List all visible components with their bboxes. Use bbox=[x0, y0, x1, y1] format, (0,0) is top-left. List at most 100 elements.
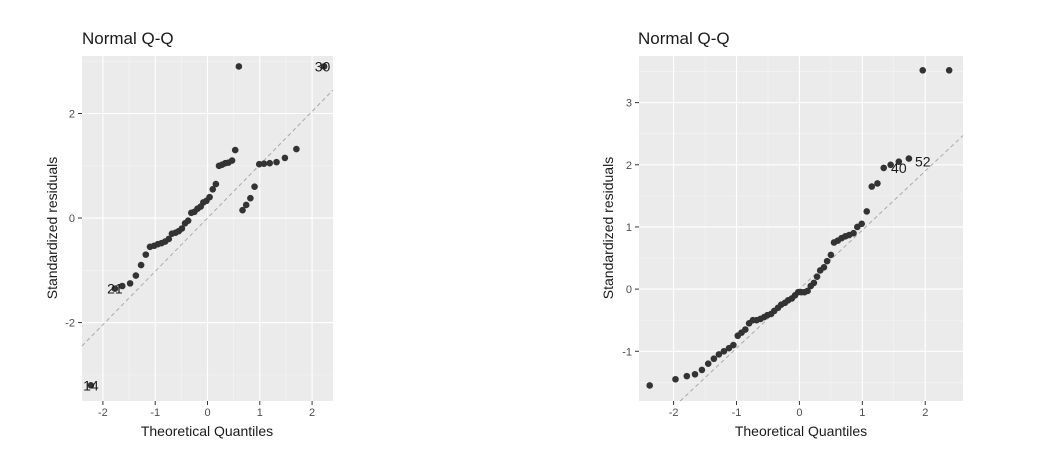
data-point bbox=[704, 360, 712, 368]
data-point bbox=[260, 160, 268, 167]
data-point bbox=[820, 264, 828, 271]
data-point bbox=[823, 257, 831, 265]
data-point bbox=[273, 158, 280, 166]
data-point bbox=[293, 145, 300, 153]
data-point bbox=[178, 225, 186, 232]
data-point bbox=[919, 66, 927, 74]
y-tick-label: 2 bbox=[69, 109, 75, 121]
x-tick-label: -1 bbox=[150, 407, 160, 419]
data-point bbox=[858, 220, 866, 228]
data-point bbox=[730, 341, 737, 349]
data-point bbox=[206, 193, 213, 201]
x-tick-label: -1 bbox=[732, 407, 742, 419]
data-point bbox=[646, 382, 653, 389]
point-label: 21 bbox=[107, 281, 123, 297]
point-label: 40 bbox=[891, 160, 907, 176]
data-point bbox=[895, 158, 903, 165]
x-tick-label: 2 bbox=[309, 407, 315, 419]
y-axis-ticks: -2 0 2 bbox=[65, 109, 82, 330]
data-point bbox=[228, 157, 236, 164]
data-point bbox=[887, 161, 894, 169]
data-point bbox=[132, 272, 140, 279]
data-point bbox=[868, 183, 876, 190]
data-point bbox=[184, 217, 192, 224]
data-point bbox=[810, 279, 818, 287]
data-point bbox=[715, 351, 723, 358]
data-point bbox=[118, 282, 126, 290]
data-point bbox=[850, 229, 857, 237]
point-labels: 40 52 bbox=[891, 154, 931, 176]
data-point bbox=[945, 66, 953, 74]
y-tick-label: 0 bbox=[626, 284, 632, 296]
point-label: 30 bbox=[315, 58, 331, 74]
x-tick-label: 2 bbox=[922, 407, 928, 419]
data-point bbox=[874, 180, 881, 187]
x-tick-label: 0 bbox=[204, 407, 210, 419]
x-tick-label: -2 bbox=[669, 407, 679, 419]
grid bbox=[639, 56, 963, 401]
y-axis-title: Standardized residuals bbox=[600, 157, 616, 299]
y-tick-label: -2 bbox=[65, 318, 75, 330]
qq-plot-left: Normal Q-Q 30 21 14 -2 -1 0 1 2 -2 0 2 Theoretic… bbox=[44, 29, 334, 439]
data-point bbox=[242, 201, 250, 209]
y-tick-label: 0 bbox=[69, 213, 75, 225]
data-point bbox=[165, 235, 173, 243]
chart-title: Normal Q-Q bbox=[82, 29, 174, 48]
data-point bbox=[209, 185, 217, 193]
x-tick-label: 1 bbox=[257, 407, 263, 419]
plot-panel bbox=[639, 56, 963, 401]
x-axis-title: Theoretical Quantiles bbox=[735, 423, 867, 439]
data-point bbox=[212, 180, 220, 188]
qq-reference-line bbox=[679, 135, 964, 402]
data-point bbox=[742, 326, 749, 333]
chart-title: Normal Q-Q bbox=[638, 29, 730, 48]
data-point bbox=[281, 154, 289, 162]
qq-reference-line bbox=[81, 89, 334, 347]
x-tick-label: -2 bbox=[98, 407, 108, 419]
data-point bbox=[905, 155, 913, 162]
data-point bbox=[247, 194, 254, 202]
reference-line bbox=[679, 135, 964, 402]
data-point bbox=[863, 208, 871, 215]
data-point bbox=[320, 63, 328, 70]
data-point bbox=[235, 63, 243, 70]
data-point bbox=[137, 261, 145, 269]
x-tick-label: 0 bbox=[796, 407, 802, 419]
grid bbox=[82, 56, 333, 401]
data-point bbox=[880, 164, 888, 172]
point-labels: 30 21 14 bbox=[83, 58, 330, 393]
data-point bbox=[111, 285, 119, 292]
point-label: 14 bbox=[83, 377, 99, 393]
data-point bbox=[266, 159, 274, 167]
data-point bbox=[691, 370, 699, 378]
y-tick-label: 1 bbox=[626, 222, 632, 234]
data-point bbox=[683, 372, 691, 380]
data-point bbox=[710, 355, 718, 363]
data-points bbox=[646, 66, 953, 389]
data-point bbox=[813, 273, 821, 280]
x-axis-title: Theoretical Quantiles bbox=[141, 423, 273, 439]
data-point bbox=[231, 146, 239, 154]
data-point bbox=[720, 347, 728, 355]
y-axis-ticks: -1 0 1 2 3 bbox=[622, 98, 639, 358]
data-point bbox=[142, 251, 150, 258]
point-label: 52 bbox=[915, 154, 931, 170]
data-point bbox=[698, 366, 706, 374]
x-tick-label: 1 bbox=[859, 407, 865, 419]
data-point bbox=[804, 287, 811, 295]
x-axis-ticks: -2 -1 0 1 2 bbox=[98, 401, 315, 419]
data-point bbox=[87, 382, 95, 389]
data-point bbox=[251, 183, 258, 190]
data-points bbox=[87, 63, 328, 389]
y-tick-label: -1 bbox=[622, 346, 632, 358]
reference-line bbox=[81, 89, 334, 347]
qq-plot-right: Normal Q-Q 40 52 -2 -1 0 1 2 -1 0 1 2 3 Theoretic… bbox=[600, 29, 964, 439]
y-axis-title: Standardized residuals bbox=[44, 157, 60, 299]
y-tick-label: 2 bbox=[626, 160, 632, 172]
y-tick-label: 3 bbox=[626, 98, 632, 110]
data-point bbox=[827, 251, 835, 259]
x-axis-ticks: -2 -1 0 1 2 bbox=[669, 401, 928, 419]
data-point bbox=[126, 280, 134, 287]
data-point bbox=[672, 375, 679, 383]
